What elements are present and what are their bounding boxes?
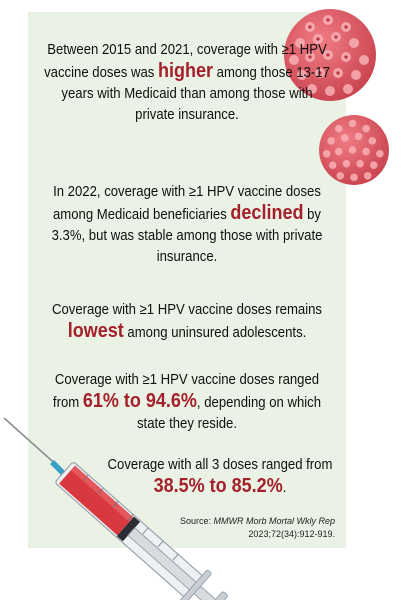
p1-text-before: Between 2015 and 2021, coverage with ≥1 … bbox=[44, 42, 327, 81]
p4-text-before: Coverage with ≥1 HPV vaccine doses range… bbox=[52, 372, 320, 411]
paragraph-three-doses: Coverage with all 3 doses ranged from 38… bbox=[85, 455, 355, 499]
p1-text-after: among those 13-17 years with Medicaid th… bbox=[61, 65, 330, 123]
source-reference: 2023;72(34):912-919. bbox=[248, 529, 335, 539]
hpv-virus-icon bbox=[284, 9, 376, 101]
p3-highlight: lowest bbox=[67, 320, 124, 342]
p3-text-before: Coverage with ≥1 HPV vaccine doses remai… bbox=[51, 302, 323, 318]
p1-highlight: higher bbox=[158, 60, 214, 82]
infographic-panel bbox=[28, 12, 346, 548]
p5-text-before: Coverage with all 3 doses ranged from bbox=[107, 457, 333, 473]
p5-text-after: . bbox=[282, 480, 287, 496]
p3-text-after: among uninsured adolescents. bbox=[127, 325, 307, 341]
source-label: Source: bbox=[179, 516, 211, 526]
hpv-virus-icon bbox=[319, 115, 389, 185]
p2-text-after: by 3.3%, but was stable among those with… bbox=[51, 207, 323, 265]
p5-highlight: 38.5% to 85.2% bbox=[153, 475, 283, 497]
paragraph-medicaid-coverage: Between 2015 and 2021, coverage with ≥1 … bbox=[44, 40, 330, 126]
p2-text-before: In 2022, coverage with ≥1 HPV vaccine do… bbox=[52, 184, 321, 223]
paragraph-uninsured: Coverage with ≥1 HPV vaccine doses remai… bbox=[44, 300, 330, 344]
paragraph-state-range: Coverage with ≥1 HPV vaccine doses range… bbox=[44, 370, 330, 435]
p4-highlight: 61% to 94.6% bbox=[82, 390, 197, 412]
syringe-icon bbox=[3, 417, 228, 600]
source-citation: Source: MMWR Morb Mortal Wkly Rep 2023;7… bbox=[150, 515, 335, 541]
paragraph-decline: In 2022, coverage with ≥1 HPV vaccine do… bbox=[44, 182, 330, 268]
p2-highlight: declined bbox=[230, 202, 304, 224]
source-journal: MMWR Morb Mortal Wkly Rep bbox=[213, 516, 335, 526]
p4-text-after: , depending on which state they reside. bbox=[136, 395, 322, 432]
